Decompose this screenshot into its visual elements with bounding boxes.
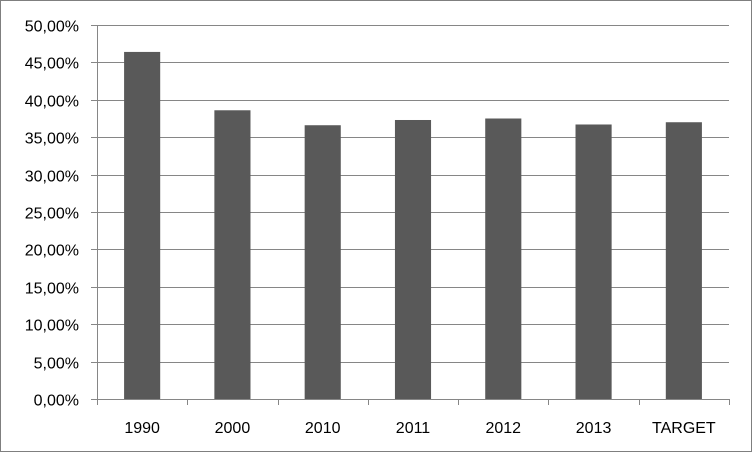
y-tick-label: 45,00% — [25, 56, 79, 73]
x-category-label: 2000 — [215, 420, 251, 437]
bar-1990 — [124, 51, 161, 399]
y-tick-label: 30,00% — [25, 169, 79, 186]
x-category-label: TARGET — [652, 420, 716, 437]
x-category-label: 2012 — [485, 420, 521, 437]
x-category-label: 2011 — [396, 420, 431, 437]
bar-2000 — [214, 110, 251, 399]
bar-2013 — [575, 124, 612, 399]
y-tick-label: 10,00% — [25, 318, 79, 335]
y-tick-label: 15,00% — [25, 281, 79, 298]
y-tick-label: 35,00% — [25, 131, 79, 148]
bar-2012 — [485, 118, 522, 399]
x-category-label: 1990 — [124, 420, 160, 437]
y-tick-label: 5,00% — [34, 356, 79, 373]
x-axis-category-labels: 1990 2000 2010 2011 2012 2013 TARGET — [124, 420, 716, 437]
y-tick-label: 25,00% — [25, 206, 79, 223]
bar-2011 — [394, 119, 432, 399]
bars — [124, 51, 702, 400]
x-category-label: 2010 — [305, 420, 341, 437]
y-tick-label: 20,00% — [25, 243, 79, 260]
y-tick-label: 0,00% — [34, 393, 79, 410]
x-category-label: 2013 — [576, 420, 612, 437]
bar-2010 — [304, 125, 341, 400]
y-axis-tick-labels: 0,00% 5,00% 10,00% 15,00% 20,00% 25,00% 30,00%… — [25, 19, 79, 410]
y-tick-label: 40,00% — [25, 94, 79, 111]
y-tick-label: 50,00% — [25, 19, 79, 36]
axes — [91, 25, 730, 405]
bar-target — [665, 122, 702, 400]
